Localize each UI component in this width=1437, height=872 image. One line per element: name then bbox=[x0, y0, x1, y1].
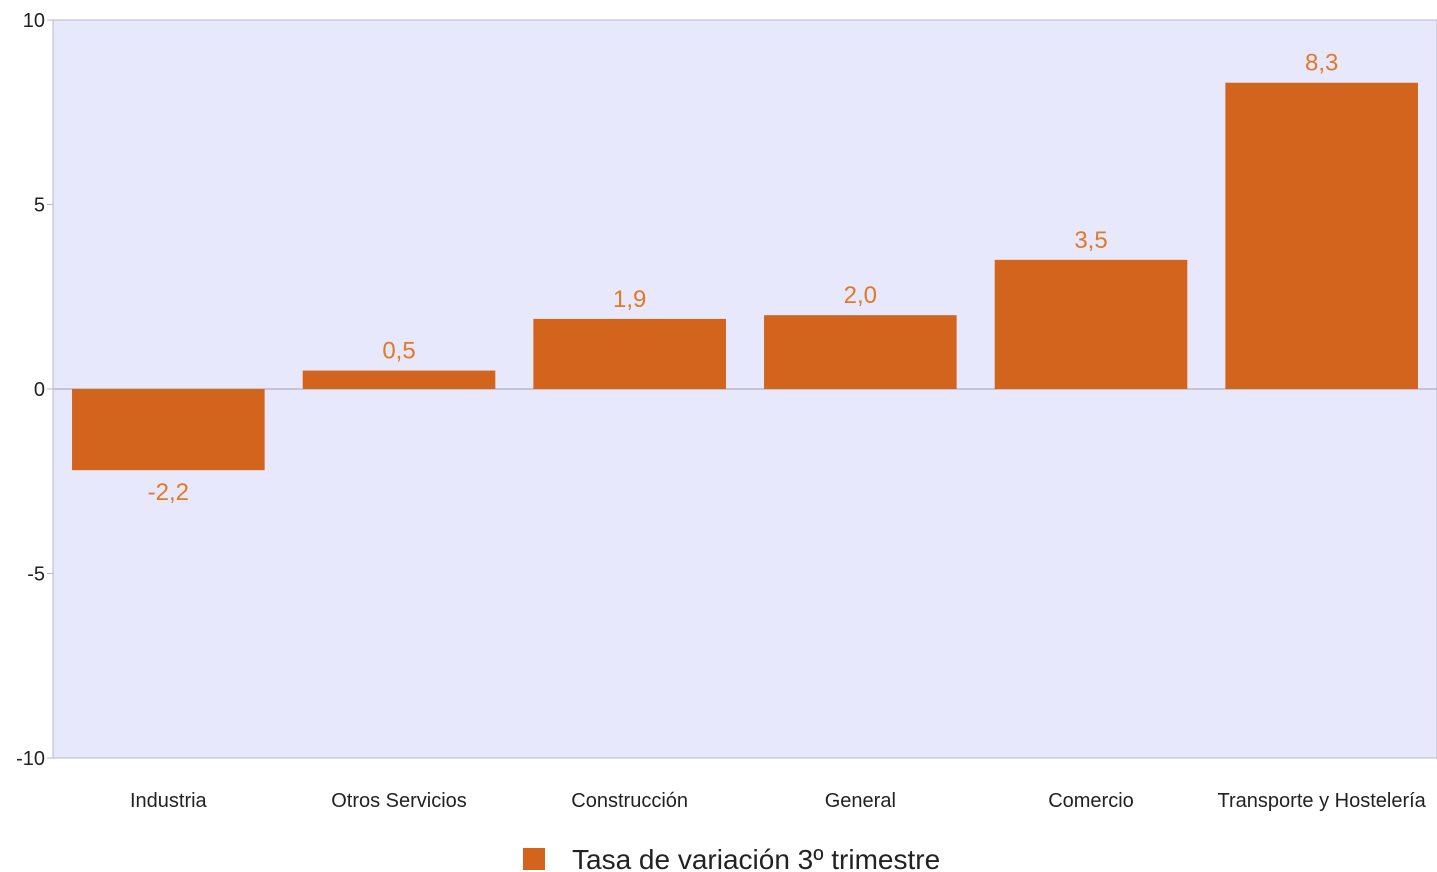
y-tick-label: 0 bbox=[34, 379, 45, 401]
y-tick-label: -5 bbox=[27, 564, 45, 586]
x-tick-label: Industria bbox=[130, 790, 208, 812]
bar bbox=[302, 370, 496, 389]
data-label: 2,0 bbox=[844, 282, 877, 309]
legend: Tasa de variación 3º trimestre bbox=[523, 844, 940, 872]
bar bbox=[533, 318, 726, 389]
y-axis: 10 5 0 -5 -10 bbox=[16, 10, 1437, 770]
bars bbox=[72, 82, 1418, 471]
x-tick-label: Construcción bbox=[571, 790, 688, 812]
bar bbox=[764, 315, 957, 389]
y-tick-label: 5 bbox=[34, 195, 45, 217]
data-label: -2,2 bbox=[148, 479, 189, 506]
x-tick-label: Otros Servicios bbox=[331, 790, 467, 812]
data-label: 1,9 bbox=[613, 286, 646, 313]
data-labels: -2,2 0,5 1,9 2,0 3,5 8,3 bbox=[148, 50, 1339, 506]
y-tick-label: -10 bbox=[16, 748, 45, 770]
x-tick-label: Comercio bbox=[1048, 790, 1134, 812]
bar bbox=[72, 389, 265, 471]
x-axis: Industria Otros Servicios Construcción Gene… bbox=[130, 790, 1427, 812]
bar bbox=[994, 259, 1188, 389]
y-tick-label: 10 bbox=[23, 10, 45, 32]
x-tick-label: General bbox=[825, 790, 896, 812]
bar bbox=[1225, 82, 1418, 389]
data-label: 3,5 bbox=[1074, 227, 1107, 254]
legend-swatch bbox=[523, 848, 545, 870]
data-label: 8,3 bbox=[1305, 50, 1338, 77]
data-label: 0,5 bbox=[382, 338, 415, 365]
x-tick-label: Transporte y Hostelería bbox=[1218, 790, 1427, 812]
legend-label: Tasa de variación 3º trimestre bbox=[572, 844, 940, 872]
